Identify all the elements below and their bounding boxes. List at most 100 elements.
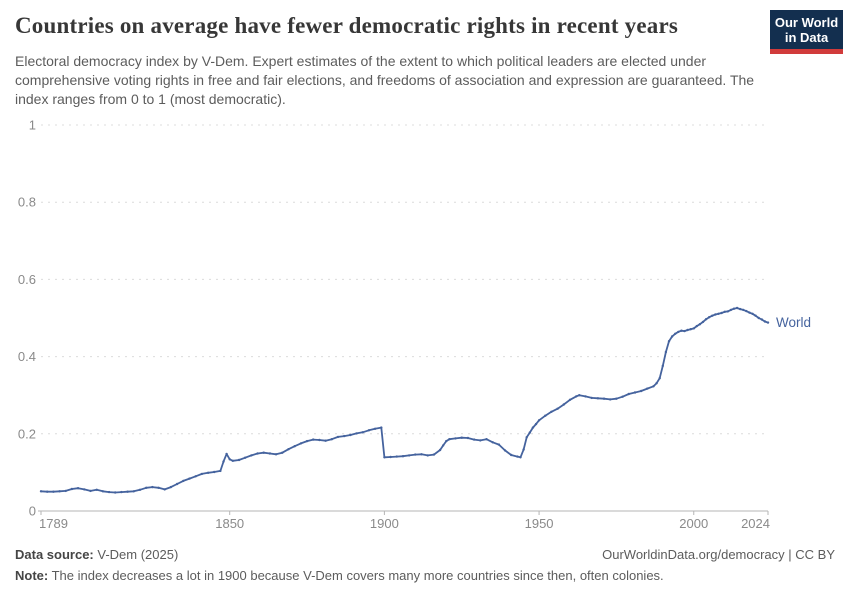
data-point <box>745 309 748 313</box>
data-point <box>380 426 383 429</box>
data-point <box>114 491 117 494</box>
data-point <box>640 389 643 393</box>
data-point <box>355 432 358 435</box>
data-point <box>686 328 689 332</box>
data-point <box>268 452 272 455</box>
data-point <box>602 397 606 400</box>
data-point <box>633 391 637 394</box>
data-point <box>677 330 680 334</box>
data-point <box>689 328 692 331</box>
data-point <box>701 320 705 324</box>
data-point <box>766 321 770 324</box>
data-point <box>615 397 618 400</box>
data-point <box>305 439 309 443</box>
data-point <box>742 308 745 312</box>
owid-logo-line1: Our World <box>774 15 839 30</box>
chart-note: Note: The index decreases a lot in 1900 … <box>15 568 835 584</box>
data-point <box>714 313 717 316</box>
data-point <box>361 431 364 434</box>
data-point <box>522 448 525 451</box>
y-gridlines <box>41 124 768 435</box>
y-axis-label: 0.6 <box>18 272 36 287</box>
data-point <box>562 403 565 406</box>
data-point <box>698 323 702 326</box>
data-point <box>732 307 736 310</box>
data-source: Data source: V-Dem (2025) <box>15 547 178 563</box>
data-point <box>414 453 417 456</box>
data-point <box>621 395 624 398</box>
data-point <box>528 431 531 434</box>
data-point <box>256 452 259 455</box>
data-point <box>126 490 129 493</box>
data-point <box>206 471 210 474</box>
data-point <box>324 439 327 442</box>
data-point <box>228 458 231 461</box>
data-point <box>58 490 61 493</box>
data-point <box>748 311 751 314</box>
data-point <box>723 310 726 313</box>
data-point <box>343 434 346 438</box>
data-point <box>281 451 284 454</box>
world-series-label: World <box>776 315 811 330</box>
data-point <box>395 455 398 458</box>
data-point <box>52 490 55 493</box>
world-series[interactable] <box>39 306 770 494</box>
data-point <box>448 438 451 441</box>
data-point <box>138 488 142 491</box>
world-series-line[interactable] <box>40 307 769 494</box>
data-point <box>695 324 698 328</box>
data-point <box>367 429 371 432</box>
data-point <box>516 455 519 458</box>
data-point <box>89 489 92 493</box>
data-point <box>407 454 411 457</box>
data-point <box>708 316 711 319</box>
data-point <box>373 427 377 430</box>
data-point <box>454 437 457 440</box>
chart-canvas[interactable]: 0 0.2 0.4 0.6 0.8 1 1789 1850 1900 1950 2000 2024 Wo… <box>0 108 850 540</box>
data-point <box>175 482 179 486</box>
data-point <box>442 444 445 447</box>
data-point <box>556 407 559 410</box>
data-point <box>445 439 448 443</box>
data-point <box>658 377 661 380</box>
data-point <box>194 475 197 478</box>
data-point <box>293 445 296 448</box>
data-point <box>163 488 166 491</box>
owid-logo[interactable]: Our World in Data <box>770 10 843 54</box>
data-point <box>466 436 470 440</box>
data-point <box>485 438 488 441</box>
data-point <box>704 318 708 321</box>
data-point <box>683 329 686 333</box>
data-point <box>182 479 185 483</box>
data-point <box>244 456 247 459</box>
data-point <box>531 426 535 429</box>
data-point <box>680 329 683 332</box>
data-point <box>568 398 572 401</box>
data-point <box>627 392 630 396</box>
y-axis-label: 0.8 <box>18 195 36 210</box>
data-point <box>754 314 757 317</box>
data-point <box>460 436 463 439</box>
y-axis-label: 0.4 <box>18 349 36 364</box>
data-point <box>330 438 333 441</box>
data-point <box>726 310 729 313</box>
data-point <box>231 459 234 462</box>
data-point <box>667 340 671 343</box>
data-point <box>652 385 655 388</box>
data-point <box>757 316 760 320</box>
data-point <box>537 419 541 422</box>
data-point <box>590 396 593 400</box>
data-point <box>70 487 74 491</box>
data-point <box>534 422 538 426</box>
data-point <box>497 443 501 446</box>
data-point <box>318 438 321 442</box>
data-point <box>609 398 612 401</box>
license-link[interactable]: OurWorldinData.org/democracy | CC BY <box>602 547 835 562</box>
data-point <box>711 314 714 317</box>
y-axis-label: 0.2 <box>18 426 36 441</box>
data-source-label: Data source: <box>15 547 94 562</box>
data-point <box>575 395 578 398</box>
chart-title: Countries on average have fewer democrat… <box>15 13 679 38</box>
data-point <box>76 487 80 490</box>
note-label: Note: <box>15 568 49 583</box>
